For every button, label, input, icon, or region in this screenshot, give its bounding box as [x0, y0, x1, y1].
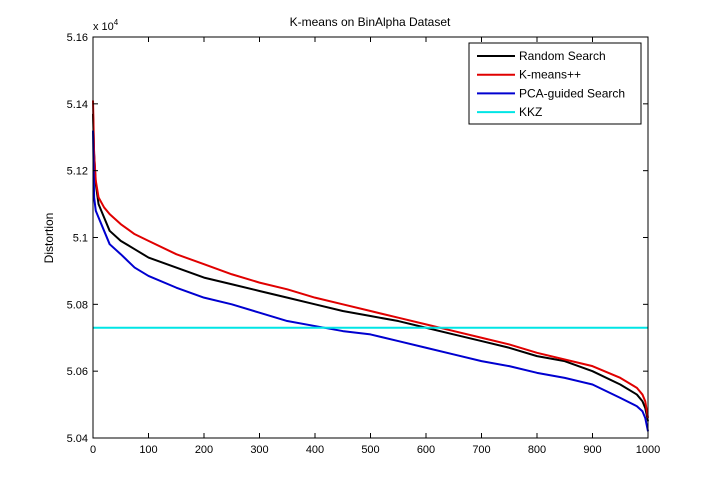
y-axis: 5.04 5.06 5.08 5.1 5.12 5.14 5.16 — [67, 32, 648, 445]
legend-label-kkz: KKZ — [519, 105, 542, 119]
series-line-random-search — [92, 113, 649, 422]
x-tick-label: 200 — [195, 444, 213, 456]
x-tick-label: 300 — [250, 444, 268, 456]
series-line-k-means — [92, 100, 649, 419]
x-tick-label: 1000 — [636, 444, 660, 456]
x-tick-label: 800 — [528, 444, 546, 456]
x-tick-label: 0 — [90, 444, 96, 456]
y-axis-label: Distortion — [42, 213, 56, 264]
y-tick-label: 5.14 — [67, 99, 88, 111]
x-tick-label: 500 — [361, 444, 379, 456]
y-tick-label: 5.08 — [67, 299, 88, 311]
y-tick-label: 5.16 — [67, 32, 88, 44]
y-tick-label: 5.06 — [67, 366, 88, 378]
legend: Random Search K-means++ PCA-guided Search K… — [468, 42, 642, 125]
y-tick-label: 5.1 — [73, 233, 88, 245]
x-axis: 0 100 200 300 400 500 600 700 800 900 1000 — [90, 37, 660, 456]
y-tick-label: 5.04 — [67, 433, 88, 445]
y-multiplier-base: x 10 — [93, 21, 114, 33]
chart-title: K-means on BinAlpha Dataset — [290, 15, 451, 29]
y-multiplier: x 104 — [93, 18, 119, 33]
legend-label-pca-guided-search: PCA-guided Search — [519, 86, 625, 100]
legend-label-random-search: Random Search — [519, 49, 606, 63]
y-multiplier-exponent: 4 — [114, 18, 119, 27]
legend-label-k-means: K-means++ — [519, 68, 581, 82]
y-tick-label: 5.12 — [67, 166, 88, 178]
x-tick-label: 700 — [472, 444, 490, 456]
series-layer — [92, 100, 649, 432]
x-tick-label: 600 — [417, 444, 435, 456]
x-tick-label: 900 — [583, 444, 601, 456]
x-tick-label: 100 — [139, 444, 157, 456]
x-tick-label: 400 — [306, 444, 324, 456]
